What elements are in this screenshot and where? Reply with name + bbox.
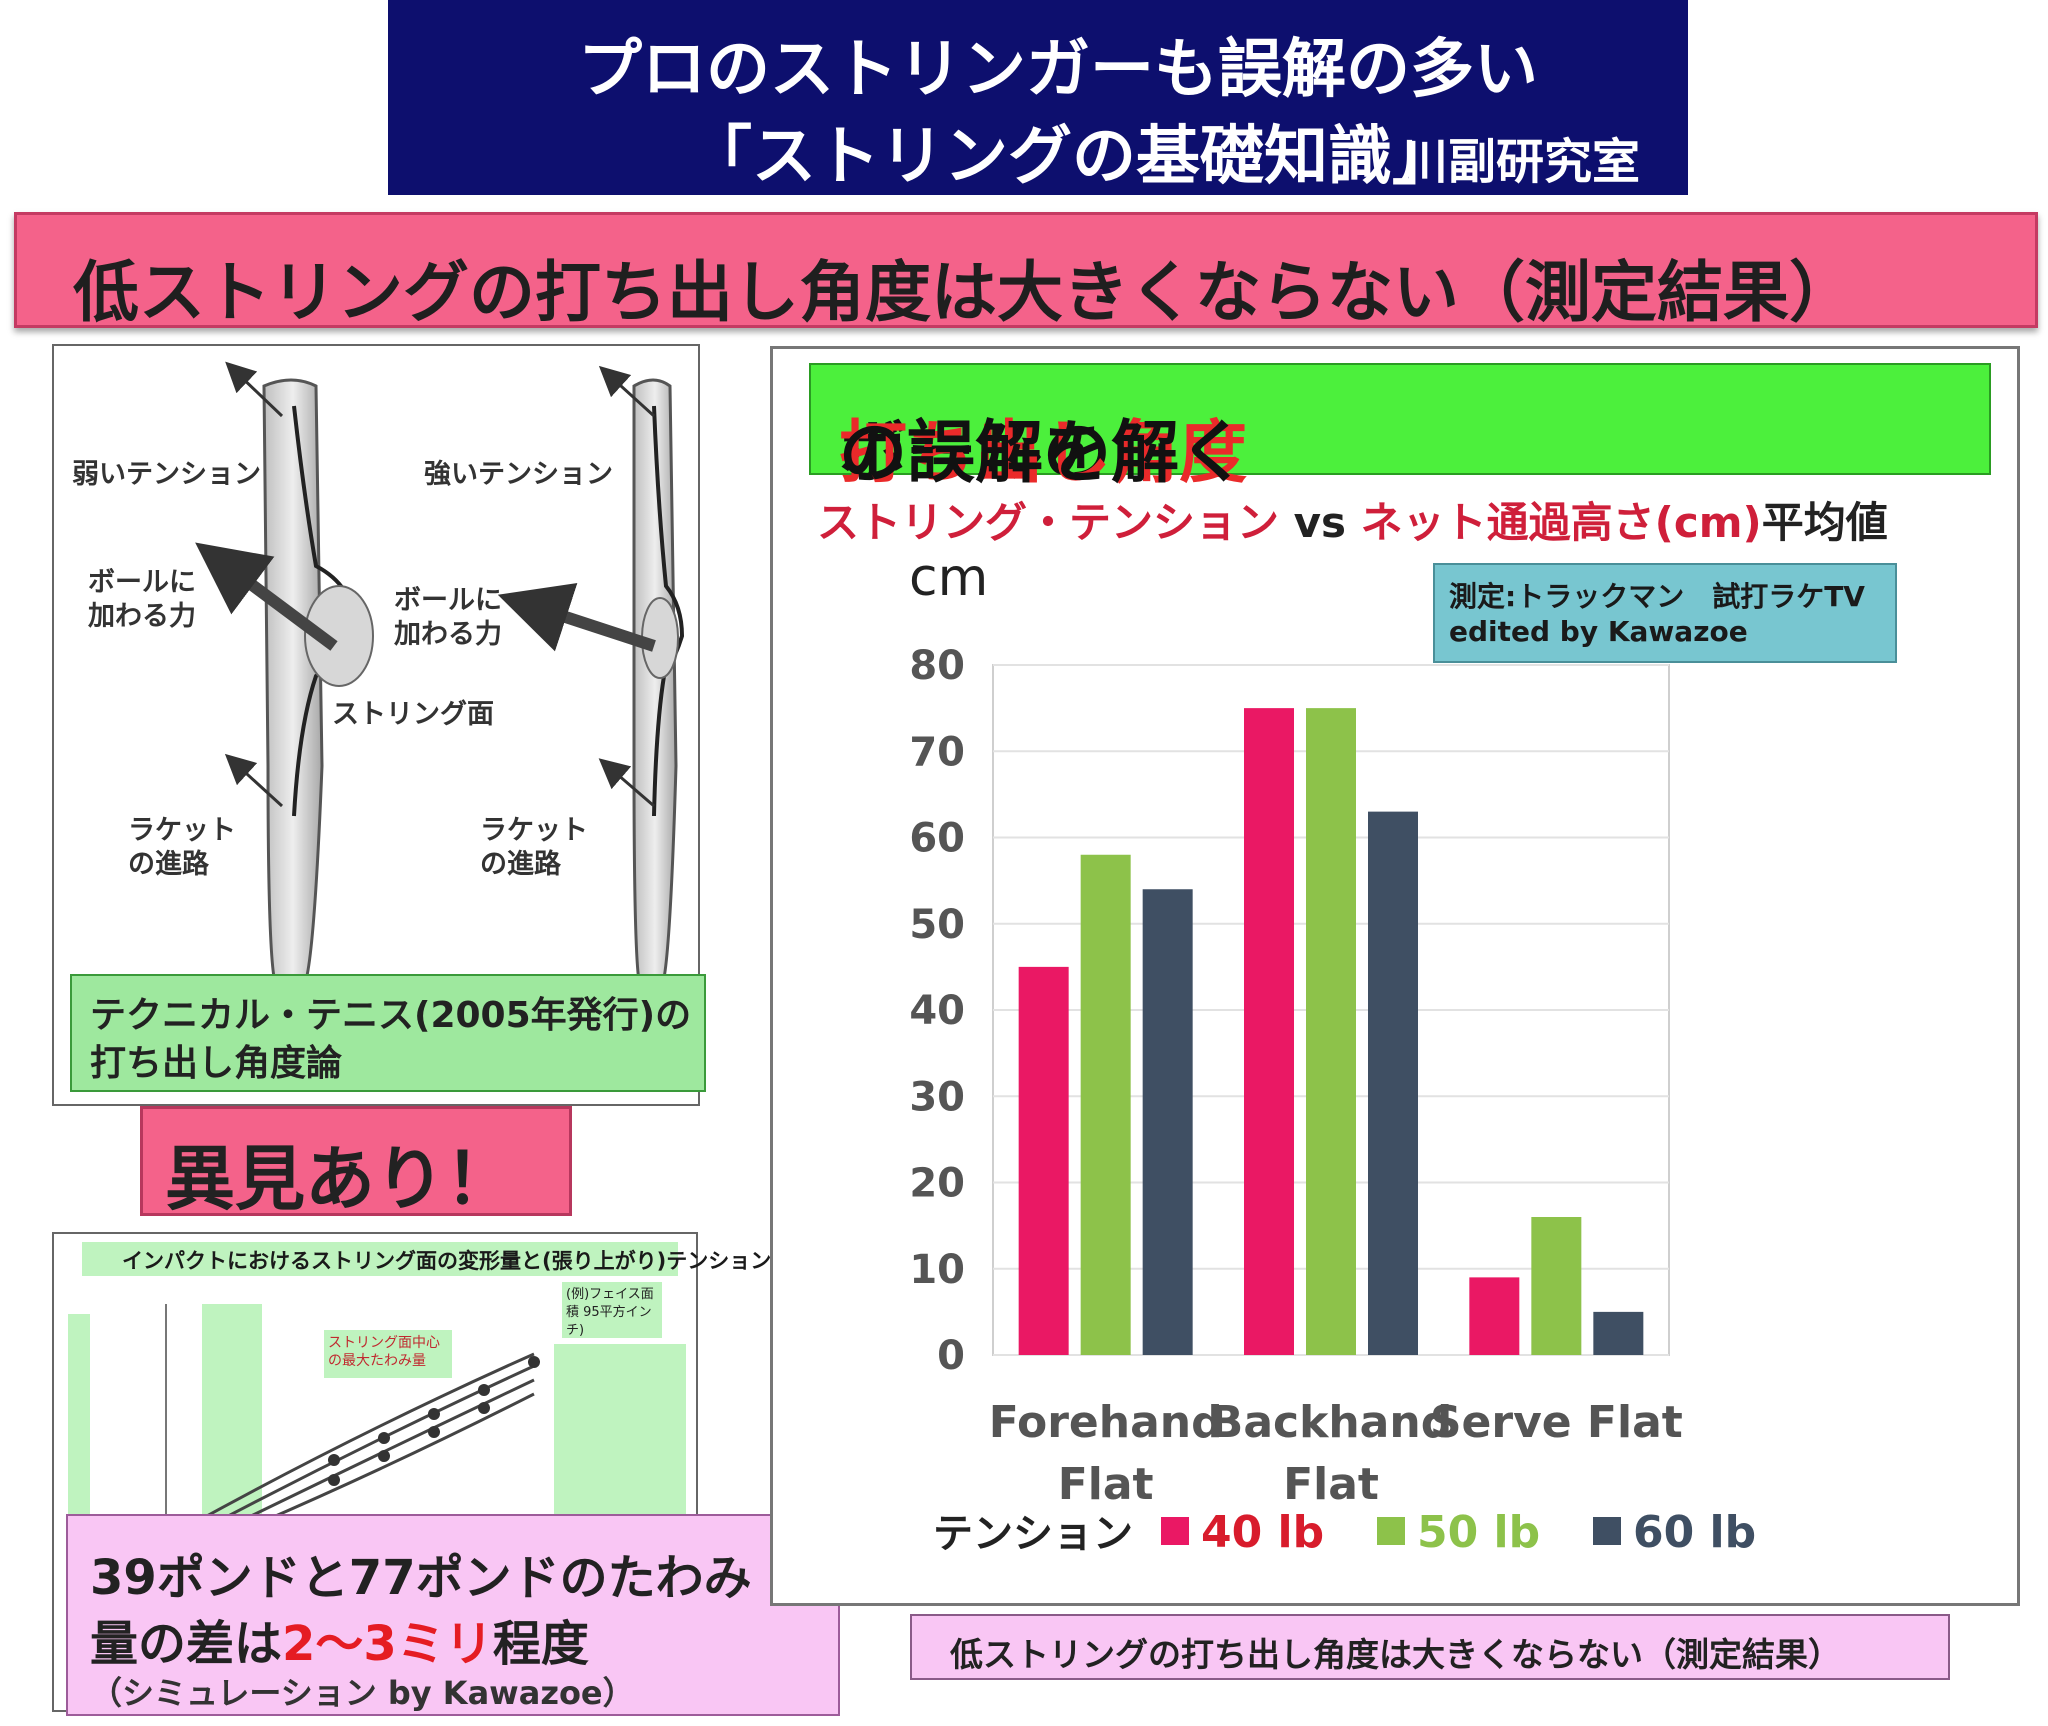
bar: [1018, 966, 1069, 1355]
label-force-right-2: 加わる力: [394, 619, 502, 650]
bar-chart: 0 10 20 30 40 50 60 70 80 cm Forehand Flat Backhand F…: [909, 548, 1756, 1558]
deflection-note: (例)フェイス面積 95平方インチ): [562, 1282, 662, 1338]
bottom-caption-text: 低ストリングの打ち出し角度は大きくならない（測定結果）: [950, 1635, 1841, 1674]
label-weak-tension: 弱いテンション: [72, 459, 261, 490]
diagram1-caption-line1: テクニカル・テニス(2005年発行)の: [90, 995, 692, 1036]
header-title-line1: プロのストリンガーも誤解の多い: [578, 33, 1538, 107]
bar: [1593, 1311, 1644, 1355]
bar: [1368, 811, 1418, 1355]
label-force-left-2: 加わる力: [88, 601, 196, 632]
x-tick-label: Flat: [1058, 1459, 1154, 1510]
label-force-left-1: ボールに: [88, 567, 196, 598]
panel-title-b: の誤解を解く: [839, 414, 1248, 493]
legend-label: 60 lb: [1633, 1507, 1756, 1558]
deflection-legend-block: [202, 1304, 262, 1514]
header-author: 川副研究室: [1400, 134, 1641, 190]
main-banner: 低ストリングの打ち出し角度は大きくならない（測定結果）: [14, 212, 2038, 331]
source-line2: edited by Kawazoe: [1449, 615, 1748, 648]
subtitle-tension: ストリング・テンション: [817, 498, 1280, 547]
deflection-caption-line3: （シミュレーション by Kawazoe）: [90, 1674, 635, 1712]
y-tick-label: 40: [909, 988, 965, 1034]
panel-title-highlight: 打ち出し角度: [839, 414, 1248, 493]
bar: [1080, 854, 1131, 1355]
y-axis-label: cm: [909, 548, 988, 608]
y-tick-label: 30: [909, 1074, 965, 1120]
x-tick-label: Backhand: [1210, 1397, 1452, 1448]
banner-text: 低ストリングの打ち出し角度は大きくならない（測定結果）: [73, 254, 1855, 331]
y-tick-label: 0: [937, 1333, 965, 1379]
deflection-caption-line2: 量の差は2～3ミリ程度: [90, 1604, 589, 1674]
label-force-right-1: ボールに: [394, 585, 502, 616]
label-string-face: ストリング面: [332, 699, 494, 730]
legend-label: 40 lb: [1201, 1507, 1324, 1558]
diagram1-caption: テクニカル・テニス(2005年発行)の 打ち出し角度論: [70, 974, 706, 1092]
source-line1: 測定:トラックマン 試打ラケTV: [1449, 580, 1865, 613]
label-racket-path-right-1: ラケット: [480, 815, 588, 846]
header-title-line2: 「ストリングの基礎知識」: [688, 120, 1456, 194]
y-tick-label: 50: [909, 902, 965, 948]
deflection-title-text: インパクトにおけるストリング面の変形量と(張り上がり)テンション: [122, 1249, 772, 1273]
legend-swatch: [1161, 1517, 1189, 1545]
y-tick-label: 80: [909, 643, 965, 689]
callout-text: 異見あり！: [165, 1138, 515, 1220]
header: プロのストリンガーも誤解の多い 「ストリングの基礎知識」 川副研究室: [388, 0, 1688, 195]
panel-title: ボールの 打ち出し角度 の誤解を解く: [809, 363, 1991, 493]
x-tick-label: Forehand: [989, 1397, 1223, 1448]
legend-label: 50 lb: [1417, 1507, 1540, 1558]
deflection-plot: [68, 1304, 540, 1534]
y-tick-label: 10: [909, 1247, 965, 1293]
chart-panel: ボールの 打ち出し角度 の誤解を解く ストリング・テンション vs ネット通過高さ(…: [770, 346, 2020, 1606]
y-tick-label: 60: [909, 816, 965, 862]
x-tick-label: Flat: [1283, 1459, 1379, 1510]
deflection-caption-line2-b: 程度: [492, 1616, 589, 1672]
deflection-center-note: ストリング面中心の最大たわみ量: [324, 1330, 452, 1378]
objection-callout: 異見あり！: [140, 1106, 572, 1220]
deflection-caption-line2-a: 量の差は: [90, 1616, 283, 1672]
diagram1-caption-line2: 打ち出し角度論: [90, 1043, 343, 1084]
deflection-caption: 39ポンドと77ポンドのたわみ 量の差は2～3ミリ程度 （シミュレーション by…: [66, 1514, 840, 1716]
bar: [1142, 889, 1193, 1355]
bottom-caption: 低ストリングの打ち出し角度は大きくならない（測定結果）: [910, 1614, 1950, 1680]
racket-diagram: 弱いテンション 強いテンション ボールに 加わる力 ボールに 加わる力 ストリン…: [52, 344, 706, 1106]
deflection-figure-title: インパクトにおけるストリング面の変形量と(張り上がり)テンション: [82, 1242, 771, 1276]
racket-illustration: [195, 361, 685, 986]
legend-swatch: [1593, 1517, 1621, 1545]
y-tick-label: 70: [909, 729, 965, 775]
label-racket-path-left-2: の進路: [128, 849, 209, 880]
label-strong-tension: 強いテンション: [424, 459, 613, 490]
bar: [1469, 1277, 1520, 1355]
chart-subtitle: ストリング・テンション vs ネット通過高さ(cm)平均値: [817, 489, 1888, 550]
legend-title: テンション: [933, 1511, 1133, 1557]
label-racket-path-left-1: ラケット: [128, 815, 236, 846]
deflection-figure: インパクトにおけるストリング面の変形量と(張り上がり)テンション (例)フェイス…: [52, 1232, 840, 1716]
deflection-caption-line1: 39ポンドと77ポンドのたわみ: [90, 1550, 752, 1606]
subtitle-vs: vs: [1279, 498, 1361, 547]
legend-swatch: [1377, 1517, 1405, 1545]
bar: [1306, 708, 1356, 1355]
left-racket: [195, 361, 374, 986]
bar: [1531, 1217, 1582, 1355]
panel-title-a: ボールの: [839, 414, 1112, 493]
right-racket: [497, 365, 685, 986]
subtitle-avg: 平均値: [1761, 498, 1888, 547]
bar: [1244, 708, 1294, 1355]
label-racket-path-right-2: の進路: [480, 849, 561, 880]
source-box: 測定:トラックマン 試打ラケTV edited by Kawazoe: [1433, 563, 1897, 663]
y-tick-label: 20: [909, 1161, 965, 1207]
deflection-caption-highlight: 2～3ミリ: [282, 1616, 493, 1672]
x-tick-label: Serve Flat: [1430, 1397, 1683, 1448]
subtitle-height: ネット通過高さ(cm): [1360, 498, 1762, 547]
